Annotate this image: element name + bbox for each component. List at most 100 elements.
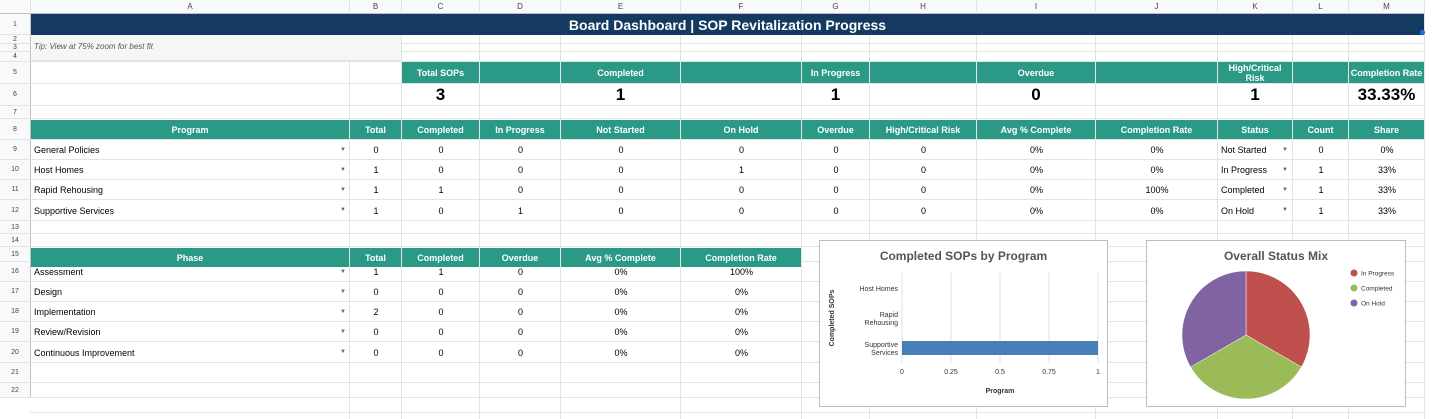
phase-value-cell: 0% [614,307,628,317]
legend-label: Completed [1361,286,1393,293]
phase-name-cell[interactable]: Design [34,287,63,297]
dropdown-arrow-icon[interactable]: ▼ [340,167,346,173]
phase-value-cell: 0% [734,287,748,297]
legend-marker [1350,269,1358,277]
dropdown-arrow-icon[interactable]: ▼ [1282,147,1288,153]
row-header-19[interactable]: 19 [0,322,31,342]
program-value-cell: 0 [833,145,839,155]
status-mix-chart[interactable]: Overall Status Mix In Progress Completed O… [1146,240,1406,407]
dropdown-arrow-icon[interactable]: ▼ [340,269,346,275]
column-header-A[interactable]: A [31,0,350,14]
row-header-7[interactable]: 7 [0,106,31,119]
phase-value-cell: 2 [373,307,379,317]
status-header-2: Share [1349,120,1424,139]
row-header-10[interactable]: 10 [0,160,31,180]
status-name-cell[interactable]: On Hold [1221,205,1255,216]
row-header-3[interactable]: 3 [0,44,31,52]
row-header-4[interactable]: 4 [0,52,31,62]
column-header-H[interactable]: H [870,0,977,14]
column-header-C[interactable]: C [402,0,480,14]
row-header-8[interactable]: 8 [0,119,31,140]
program-name-cell[interactable]: Host Homes [34,165,84,175]
phase-value-cell: 0% [734,327,748,337]
program-name-cell[interactable]: Supportive Services [34,205,115,216]
status-value-cell: 33% [1377,165,1396,175]
dropdown-arrow-icon[interactable]: ▼ [340,309,346,315]
dropdown-arrow-icon[interactable]: ▼ [1282,207,1288,213]
row-header-15[interactable]: 15 [0,247,31,262]
column-header-J[interactable]: J [1096,0,1218,14]
status-value-cell: 33% [1377,185,1396,195]
phase-name-cell[interactable]: Review/Revision [34,327,101,337]
row-header-21[interactable]: 21 [0,363,31,383]
program-value-cell: 0% [1029,205,1043,216]
phase-value-cell: 0 [438,307,444,317]
phase-name-cell[interactable]: Continuous Improvement [34,347,135,358]
row-header-17[interactable]: 17 [0,282,31,302]
dropdown-arrow-icon[interactable]: ▼ [340,207,346,213]
phase-name-cell[interactable]: Assessment [34,267,84,277]
program-value-cell: 0 [373,145,379,155]
program-header-3: In Progress [480,120,560,139]
row-header-9[interactable]: 9 [0,140,31,160]
row-header-14[interactable]: 14 [0,234,31,247]
row-header-5[interactable]: 5 [0,62,31,84]
kpi-blank-4 [1096,62,1217,83]
dropdown-arrow-icon[interactable]: ▼ [1282,167,1288,173]
dropdown-arrow-icon[interactable]: ▼ [340,289,346,295]
phase-value-cell: 0 [373,287,379,297]
column-header-K[interactable]: K [1218,0,1293,14]
column-header-G[interactable]: G [802,0,870,14]
row-header-13[interactable]: 13 [0,221,31,234]
legend-label: On Hold [1361,301,1385,308]
column-header-L[interactable]: L [1293,0,1349,14]
selection-handle[interactable] [1420,30,1425,35]
row-header-18[interactable]: 18 [0,302,31,322]
column-header-F[interactable]: F [681,0,802,14]
program-value-cell: 0% [1150,205,1164,216]
program-value-cell: 0% [1029,165,1043,175]
program-name-cell[interactable]: General Policies [34,145,100,155]
select-all-corner[interactable] [0,0,31,14]
program-name-cell[interactable]: Rapid Rehousing [34,185,104,195]
dropdown-arrow-icon[interactable]: ▼ [1282,187,1288,193]
column-header-E[interactable]: E [561,0,681,14]
column-header-D[interactable]: D [480,0,561,14]
program-header-1: Total [350,120,401,139]
row-header-22[interactable]: 22 [0,383,31,398]
x-tick-label: 1 [1096,369,1100,376]
column-header-M[interactable]: M [1349,0,1425,14]
status-name-cell[interactable]: Not Started [1221,145,1267,155]
status-header-1: Count [1293,120,1348,139]
kpi-blank-3 [870,62,976,83]
dropdown-arrow-icon[interactable]: ▼ [340,329,346,335]
completed-by-program-chart[interactable]: Completed SOPs by Program 0 0.25 0.5 0.75 1 H… [819,240,1108,407]
column-header-I[interactable]: I [977,0,1096,14]
program-value-cell: 1 [373,185,379,195]
status-name-cell[interactable]: Completed [1221,185,1265,195]
column-header-B[interactable]: B [350,0,402,14]
row-header-6[interactable]: 6 [0,84,31,106]
row-header-16[interactable]: 16 [0,262,31,282]
kpi-blank-5 [1293,62,1348,83]
dropdown-arrow-icon[interactable]: ▼ [340,147,346,153]
phase-value-cell: 0% [734,347,748,358]
row-header-1[interactable]: 1 [0,14,31,35]
row-header-12[interactable]: 12 [0,200,31,221]
program-value-cell: 0 [738,205,744,216]
program-value-cell: 0 [517,185,523,195]
row-header-2[interactable]: 2 [0,35,31,44]
status-value-cell: 1 [1318,205,1324,216]
dropdown-arrow-icon[interactable]: ▼ [340,349,346,355]
program-value-cell: 0 [833,165,839,175]
dropdown-arrow-icon[interactable]: ▼ [340,187,346,193]
phase-name-cell[interactable]: Implementation [34,307,96,317]
status-value-cell: 33% [1377,205,1396,216]
legend-label: In Progress [1361,271,1395,278]
row-header-11[interactable]: 11 [0,180,31,200]
program-value-cell: 0 [738,185,744,195]
status-name-cell[interactable]: In Progress [1221,165,1268,175]
row-header-20[interactable]: 20 [0,342,31,363]
phase-value-cell: 0 [517,347,523,358]
y-tick-label: Host Homes [859,286,898,293]
